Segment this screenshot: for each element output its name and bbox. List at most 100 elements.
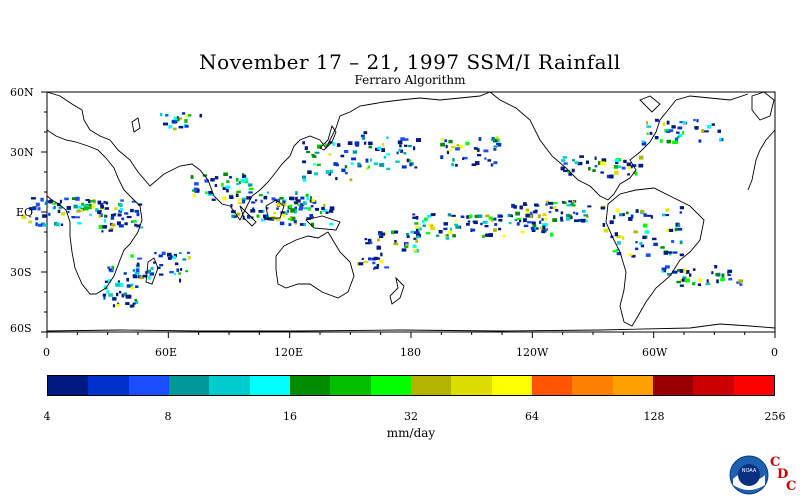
rain-pixel <box>704 130 709 133</box>
rain-pixel <box>302 175 307 180</box>
rain-pixel <box>263 214 267 218</box>
rain-pixel <box>230 203 233 208</box>
rain-pixel <box>621 236 625 240</box>
rain-pixel <box>80 208 83 212</box>
rain-pixel <box>416 138 421 142</box>
rain-pixel <box>644 230 650 234</box>
rain-pixel <box>477 148 480 152</box>
rain-pixel <box>103 296 106 300</box>
rain-pixel <box>514 219 518 222</box>
rain-pixel <box>634 247 639 251</box>
rain-pixel <box>646 214 651 217</box>
rain-pixel <box>350 162 354 165</box>
rain-pixel <box>99 208 104 211</box>
rain-pixel <box>173 127 177 131</box>
rain-pixel <box>275 199 279 204</box>
rain-pixel <box>654 136 659 140</box>
rain-pixel <box>106 290 110 294</box>
rain-pixel <box>413 237 417 240</box>
rain-pixel <box>582 209 586 213</box>
rain-pixel <box>483 149 489 153</box>
rain-pixel <box>440 138 444 141</box>
rain-pixel <box>240 178 246 183</box>
rain-pixel <box>549 206 553 209</box>
coast-hudson <box>639 95 661 113</box>
rain-pixel <box>659 139 663 143</box>
rain-pixel <box>550 232 554 237</box>
rain-pixel <box>613 215 616 220</box>
rain-pixel <box>303 207 308 210</box>
coast-africa <box>46 129 143 295</box>
rain-pixel <box>606 174 610 179</box>
rain-pixel <box>379 235 384 238</box>
rain-pixel <box>98 213 101 218</box>
rain-pixel <box>681 268 687 273</box>
map-frame <box>46 91 776 333</box>
rain-pixel <box>100 202 104 206</box>
rain-pixel <box>199 113 202 118</box>
rain-pixel <box>132 220 137 223</box>
rain-pixel <box>674 137 679 141</box>
rain-pixel <box>692 268 696 271</box>
coast-caspian <box>131 117 141 133</box>
rain-pixel <box>95 208 99 212</box>
rain-pixel <box>53 205 56 209</box>
rain-pixel <box>513 205 517 209</box>
rain-pixel <box>325 170 330 174</box>
rain-pixel <box>123 292 128 297</box>
rain-pixel <box>261 218 266 222</box>
lon-label-0: 0 <box>43 346 50 359</box>
rain-pixel <box>412 244 417 249</box>
rain-pixel <box>614 170 619 175</box>
map-subtitle: Ferraro Algorithm <box>354 73 466 87</box>
rain-pixel <box>545 203 548 206</box>
rain-pixel <box>101 230 104 233</box>
rain-pixel <box>77 222 82 225</box>
rain-pixel <box>260 199 263 203</box>
rain-pixel <box>300 196 305 200</box>
rain-pixel <box>541 218 544 221</box>
rain-pixel <box>125 302 130 305</box>
rain-pixel <box>581 218 586 223</box>
rain-pixel <box>511 203 515 208</box>
rain-pixel <box>410 162 414 166</box>
rain-pixel <box>629 165 633 169</box>
coast-greenland <box>751 91 775 121</box>
coast-north-america <box>489 91 749 201</box>
rain-pixel <box>231 210 236 214</box>
rain-pixel <box>541 230 546 234</box>
rain-pixel <box>75 196 80 201</box>
rain-pixel <box>623 159 627 163</box>
rain-pixel <box>377 146 381 150</box>
colorbar-swatch <box>48 376 89 395</box>
rain-pixel <box>677 223 681 227</box>
rain-pixel <box>266 191 270 194</box>
rain-pixel <box>370 158 373 162</box>
colorbar-label-64: 64 <box>525 410 539 423</box>
rain-pixel <box>643 213 647 217</box>
rain-pixel <box>616 252 622 256</box>
rain-pixel <box>108 229 113 232</box>
rain-pixel <box>640 244 645 248</box>
rain-pixel <box>560 211 564 215</box>
lat-label-60n: 60N <box>10 86 34 99</box>
rain-pixel <box>627 165 631 170</box>
rain-pixel <box>112 304 115 308</box>
rain-pixel <box>507 213 513 217</box>
rain-pixel <box>452 158 455 162</box>
rain-pixel <box>458 145 463 149</box>
rain-pixel <box>118 282 124 287</box>
rain-pixel <box>361 136 366 140</box>
rain-pixel <box>75 216 81 219</box>
rain-pixel <box>728 277 733 281</box>
rain-pixel <box>324 143 330 146</box>
rain-pixel <box>358 262 364 266</box>
colorbar-swatch <box>572 376 613 395</box>
rain-pixel <box>293 210 298 214</box>
rain-pixel <box>577 161 583 166</box>
rain-pixel <box>273 212 276 215</box>
rain-pixel <box>179 278 182 283</box>
rain-pixel <box>319 210 322 214</box>
rain-pixel <box>445 236 449 240</box>
rain-pixel <box>382 143 385 147</box>
